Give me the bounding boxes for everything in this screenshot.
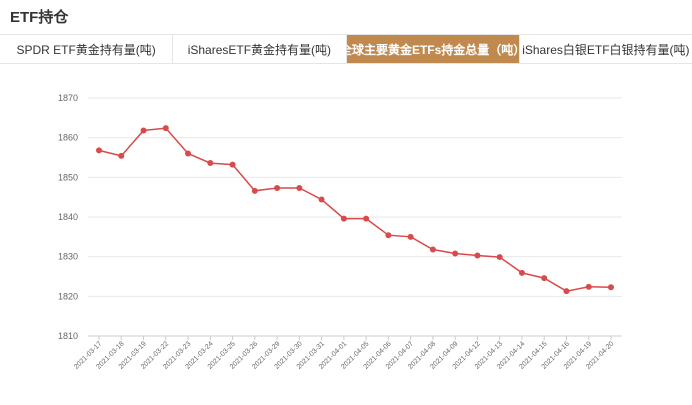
y-tick-label: 1830	[58, 252, 78, 262]
line-chart: 18101820183018401850186018702021-03-1720…	[58, 93, 622, 371]
data-point	[274, 185, 281, 192]
data-point	[207, 160, 214, 167]
y-tick-label: 1810	[58, 331, 78, 341]
data-point	[496, 254, 503, 261]
tab-ishares-silver[interactable]: iShares白银ETF白银持有量(吨)	[520, 35, 692, 63]
page-title: ETF持仓	[10, 9, 69, 26]
tab-bar: SPDR ETF黄金持有量(吨) iSharesETF黄金持有量(吨) 全球主要…	[0, 34, 692, 64]
data-point	[608, 284, 614, 291]
data-point	[363, 215, 370, 222]
data-point	[385, 232, 392, 239]
data-point	[452, 250, 459, 257]
data-point	[296, 185, 303, 192]
data-point	[229, 161, 236, 168]
tab-ishares-gold[interactable]: iSharesETF黄金持有量(吨)	[173, 35, 347, 63]
data-point	[429, 246, 436, 253]
data-point	[474, 252, 481, 259]
tab-label: iSharesETF黄金持有量(吨)	[187, 42, 332, 57]
tab-label: SPDR ETF黄金持有量(吨)	[16, 42, 156, 57]
tab-global-gold-etfs[interactable]: 全球主要黄金ETFs持金总量（吨）	[346, 35, 520, 63]
y-tick-label: 1820	[58, 291, 78, 301]
data-point	[185, 150, 192, 157]
data-point	[96, 147, 102, 154]
data-point	[251, 187, 258, 194]
data-point	[118, 152, 125, 159]
tab-spdr-gold[interactable]: SPDR ETF黄金持有量(吨)	[0, 35, 174, 63]
data-point	[340, 215, 347, 222]
data-point	[407, 233, 414, 240]
series-line	[98, 127, 612, 292]
y-tick-label: 1870	[58, 93, 78, 103]
data-point	[541, 275, 548, 282]
data-point	[140, 127, 147, 134]
data-point	[563, 288, 570, 295]
data-point	[585, 283, 592, 290]
y-tick-label: 1850	[58, 172, 78, 182]
y-tick-label: 1840	[58, 212, 78, 222]
data-point	[318, 196, 325, 203]
data-point	[162, 125, 169, 132]
y-tick-label: 1860	[58, 133, 78, 143]
tab-label: 全球主要黄金ETFs持金总量（吨）	[346, 42, 520, 57]
tab-label: iShares白银ETF白银持有量(吨)	[522, 42, 690, 57]
data-point	[518, 269, 525, 276]
